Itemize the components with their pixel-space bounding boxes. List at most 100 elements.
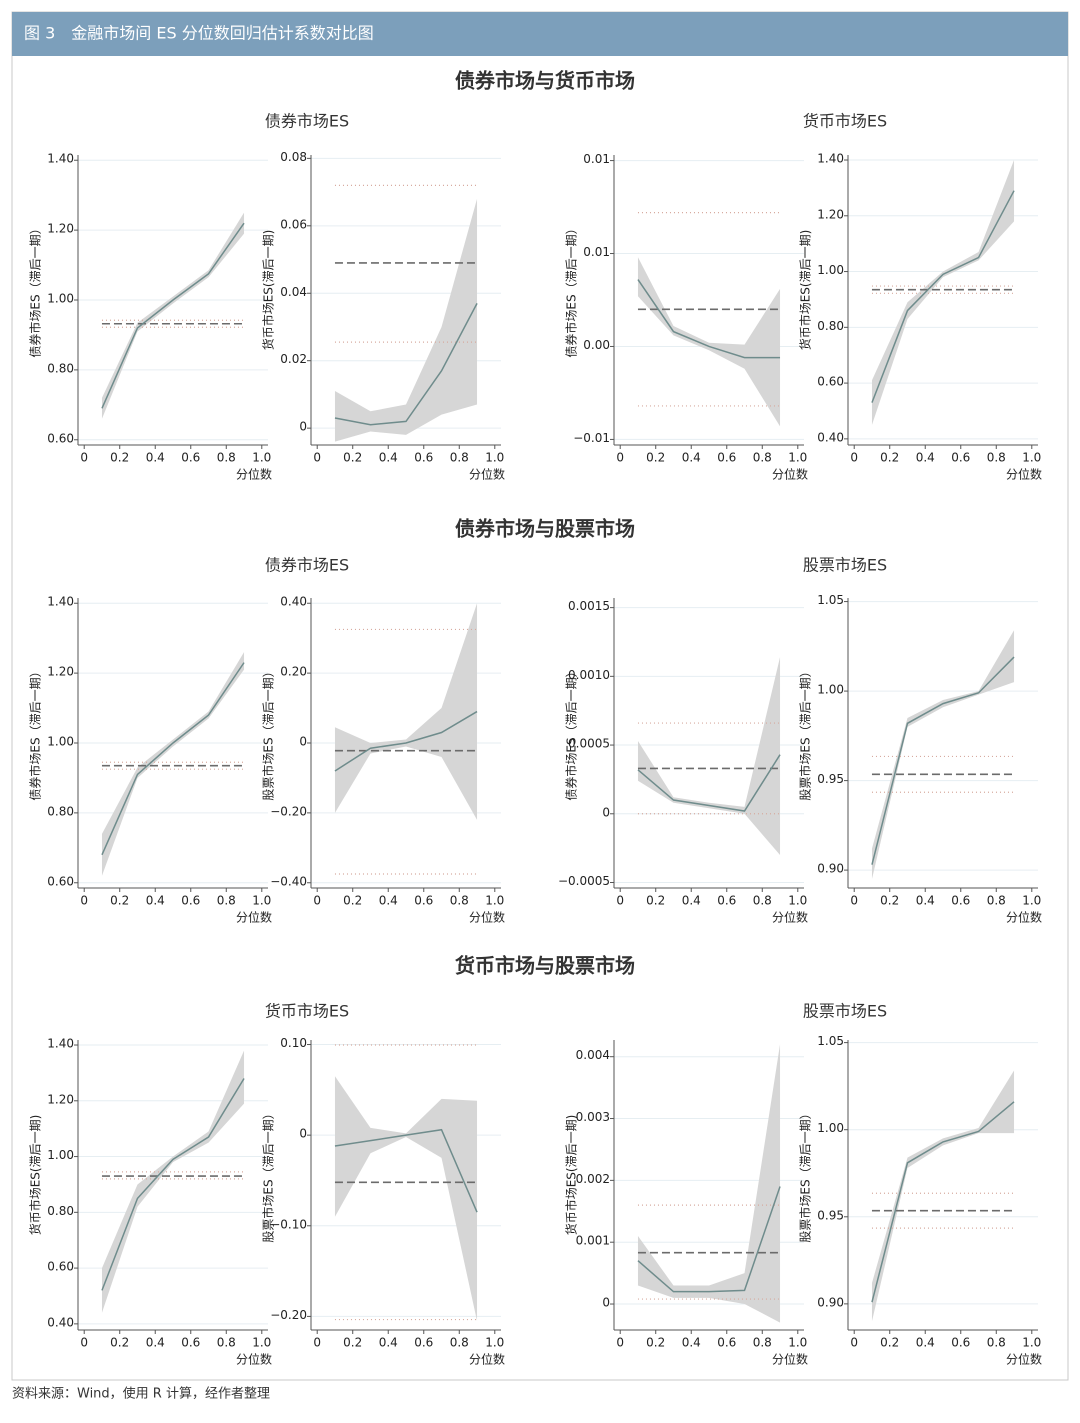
- confidence-band: [334, 603, 478, 820]
- y-tick-label: 0.95: [817, 772, 844, 786]
- x-tick-label: 0.8: [753, 1336, 772, 1350]
- x-tick-label: 0: [850, 451, 858, 465]
- x-tick-label: 0.8: [450, 894, 469, 908]
- x-axis-label: 分位数: [1006, 910, 1042, 925]
- y-tick-label: 0.01: [583, 245, 610, 259]
- x-tick-label: 0.6: [951, 1336, 970, 1350]
- y-tick-label: 0.40: [47, 1315, 74, 1329]
- x-tick-label: 0.6: [181, 1336, 200, 1350]
- y-axis-label: 债券市场ES（滞后一期）: [28, 665, 43, 800]
- y-tick-label: 0.60: [47, 1260, 74, 1274]
- y-tick-label: 0.10: [280, 1036, 307, 1050]
- y-tick-label: 0.95: [817, 1208, 844, 1222]
- figure-title: 图 3 金融市场间 ES 分位数回归估计系数对比图: [24, 24, 374, 43]
- frame: [11, 11, 1069, 1381]
- estimate-line: [637, 279, 781, 359]
- x-tick-label: 0.2: [343, 451, 362, 465]
- section-title: 货币市场与股票市场: [455, 954, 635, 978]
- x-tick-label: 0.2: [880, 1336, 899, 1350]
- y-tick-label: 0.001: [576, 1234, 610, 1248]
- y-tick-label: 0.003: [576, 1110, 610, 1124]
- y-tick-label: 0.08: [280, 150, 307, 164]
- y-tick-label: 1.20: [47, 665, 74, 679]
- confidence-band: [871, 1070, 1015, 1322]
- x-tick-label: 0.2: [343, 894, 362, 908]
- x-axis-label: 分位数: [772, 910, 808, 925]
- x-tick-label: 0.8: [217, 894, 236, 908]
- x-tick-label: 0: [850, 1336, 858, 1350]
- x-tick-label: 0: [850, 894, 858, 908]
- y-tick-label: −0.0005: [558, 874, 610, 888]
- section-title: 债券市场与股票市场: [455, 517, 635, 541]
- x-tick-label: 1.0: [788, 1336, 807, 1350]
- y-tick-label: 0.004: [576, 1048, 610, 1062]
- confidence-band: [637, 657, 781, 856]
- y-tick-label: 1.40: [817, 152, 844, 166]
- x-tick-label: 0.2: [110, 894, 129, 908]
- x-tick-label: 0.8: [987, 451, 1006, 465]
- x-tick-label: 0.4: [379, 894, 398, 908]
- x-tick-label: 0.6: [414, 451, 433, 465]
- y-tick-label: 0.60: [47, 431, 74, 445]
- y-axis-label: 股票市场ES（滞后一期）: [261, 1107, 276, 1242]
- y-axis-label: 货币市场ES(滞后一期): [28, 1115, 43, 1236]
- x-tick-label: 0.4: [916, 1336, 935, 1350]
- confidence-band: [637, 257, 781, 427]
- y-tick-label: 1.40: [47, 1037, 74, 1051]
- y-tick-label: 0.80: [817, 319, 844, 333]
- x-tick-label: 0.6: [181, 451, 200, 465]
- x-tick-label: 1.0: [788, 451, 807, 465]
- y-tick-label: 0.80: [47, 1204, 74, 1218]
- x-axis-label: 分位数: [469, 467, 505, 482]
- x-tick-label: 0.6: [414, 1336, 433, 1350]
- y-tick-label: 1.20: [47, 222, 74, 236]
- x-axis-label: 分位数: [236, 467, 272, 482]
- y-tick-label: 1.00: [47, 1148, 74, 1162]
- x-tick-label: 1.0: [1022, 894, 1041, 908]
- x-tick-label: 0.4: [682, 451, 701, 465]
- x-tick-label: 0.2: [646, 451, 665, 465]
- x-tick-label: 0.6: [414, 894, 433, 908]
- y-tick-label: 0.0005: [568, 737, 610, 751]
- x-tick-label: 0: [80, 894, 88, 908]
- y-tick-label: 1.05: [817, 1034, 844, 1048]
- x-tick-label: 0.4: [916, 894, 935, 908]
- y-axis-label: 股票市场ES（滞后一期）: [261, 665, 276, 800]
- x-tick-label: 0.8: [753, 894, 772, 908]
- estimate-line: [871, 656, 1015, 865]
- estimate-line: [871, 1101, 1015, 1303]
- x-axis-label: 分位数: [236, 910, 272, 925]
- y-tick-label: 1.40: [47, 152, 74, 166]
- y-tick-label: −0.20: [270, 804, 307, 818]
- y-tick-label: 1.05: [817, 593, 844, 607]
- x-tick-label: 0.8: [987, 1336, 1006, 1350]
- x-tick-label: 0.6: [717, 894, 736, 908]
- y-axis-label: 货币市场ES(滞后一期): [261, 230, 276, 351]
- group-title: 债券市场ES: [265, 112, 349, 131]
- source-note: 资料来源：Wind，使用 R 计算，经作者整理: [12, 1386, 270, 1402]
- x-tick-label: 0: [616, 451, 624, 465]
- confidence-band: [334, 1076, 478, 1321]
- y-tick-label: 0: [602, 805, 610, 819]
- x-tick-label: 0.6: [717, 1336, 736, 1350]
- x-tick-label: 0: [616, 1336, 624, 1350]
- x-tick-label: 0.8: [217, 451, 236, 465]
- y-axis-label: 股票市场ES（滞后一期）: [798, 1107, 813, 1242]
- x-tick-label: 0.6: [181, 894, 200, 908]
- y-tick-label: 0.60: [817, 375, 844, 389]
- y-tick-label: −0.01: [573, 431, 610, 445]
- x-tick-label: 0: [313, 1336, 321, 1350]
- x-tick-label: 0: [80, 1336, 88, 1350]
- y-tick-label: 1.00: [817, 263, 844, 277]
- x-tick-label: 1.0: [485, 451, 504, 465]
- y-axis-label: 股票市场ES（滞后一期）: [798, 665, 813, 800]
- x-tick-label: 1.0: [1022, 1336, 1041, 1350]
- confidence-band: [637, 1044, 781, 1323]
- group-title: 货币市场ES: [265, 1002, 349, 1021]
- y-tick-label: 0.0015: [568, 599, 610, 613]
- y-tick-label: 0.01: [583, 152, 610, 166]
- x-tick-label: 0.2: [110, 451, 129, 465]
- estimate-line: [101, 222, 245, 409]
- x-axis-label: 分位数: [469, 910, 505, 925]
- x-tick-label: 0.8: [987, 894, 1006, 908]
